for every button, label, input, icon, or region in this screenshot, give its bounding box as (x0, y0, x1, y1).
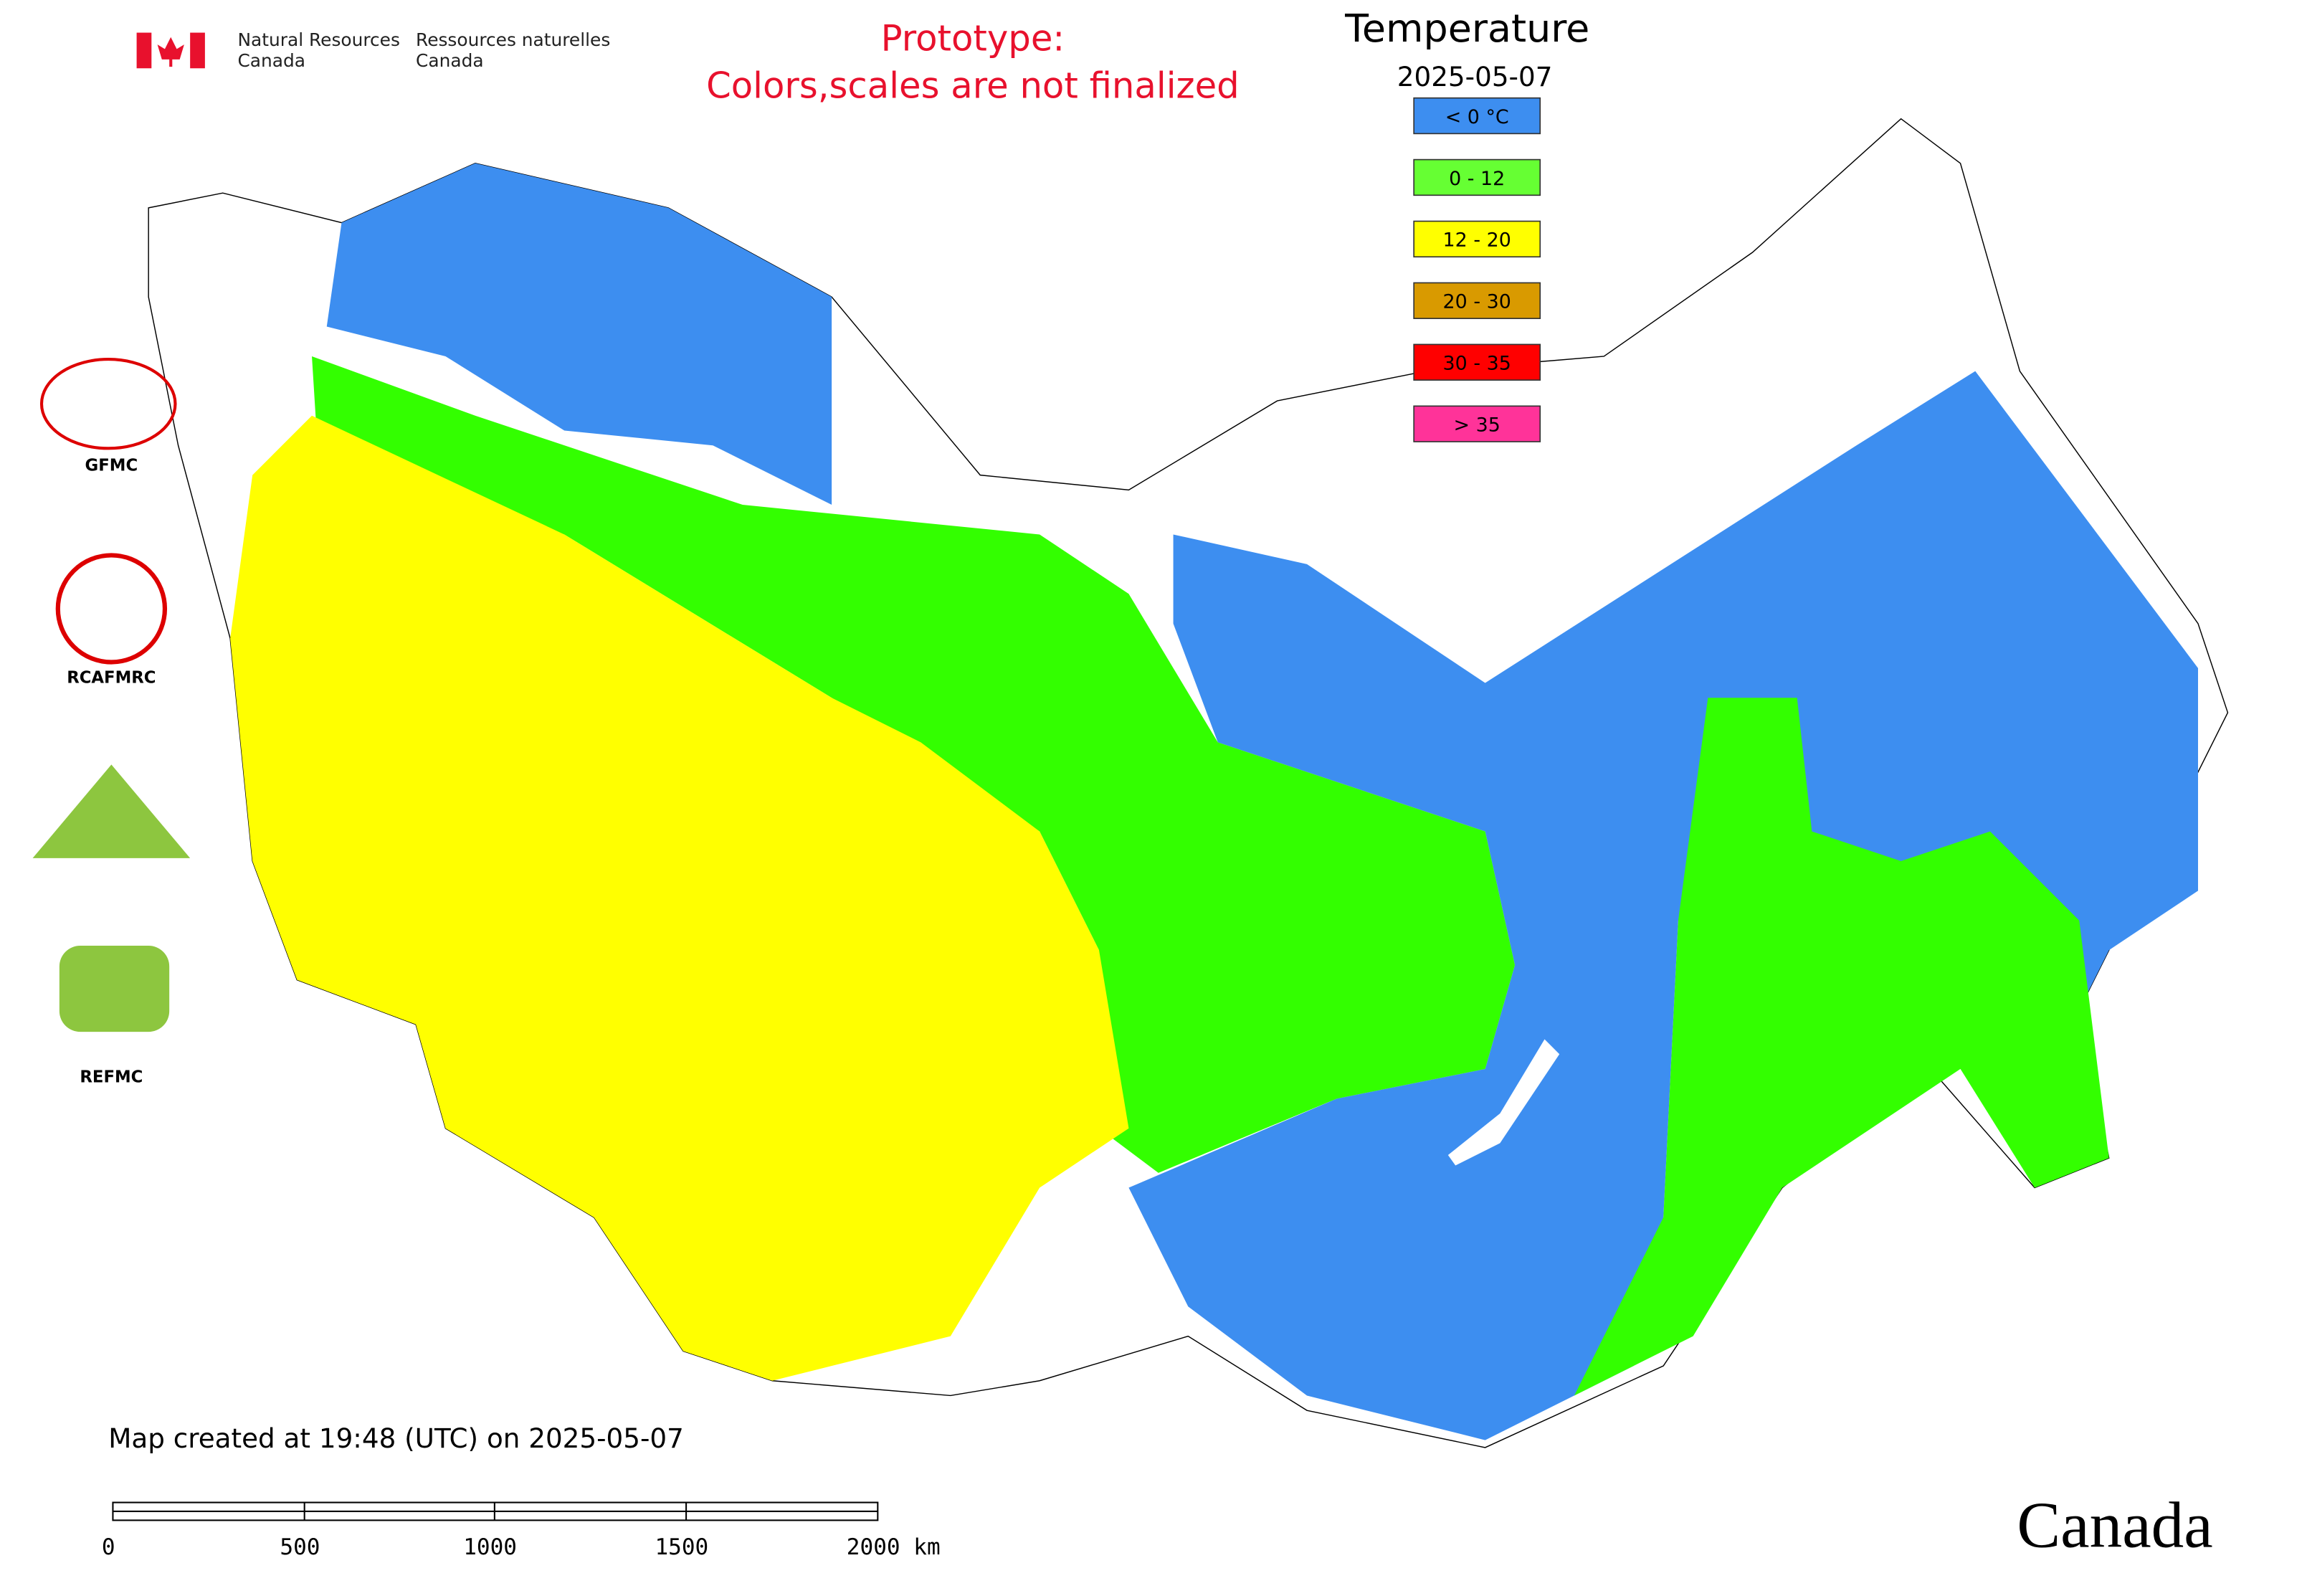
agency-fr: Canada (416, 50, 484, 71)
created-note: Map created at 19:48 (UTC) on 2025-05-07 (108, 1422, 684, 1454)
notice: Prototype: (881, 17, 1065, 59)
legend-label: 30 - 35 (1443, 353, 1511, 375)
agency-en: Canada (237, 50, 305, 71)
scale-label: 500 (280, 1534, 320, 1560)
scale-label: 0 (102, 1534, 115, 1560)
zone-below-zero (1128, 371, 2198, 1440)
lake-baikal (1447, 1039, 1560, 1166)
scale-bar (112, 1501, 879, 1521)
logo-rcafmrc (55, 553, 168, 665)
canada-wordmark: Canada (2017, 1489, 2212, 1562)
logo-refmc (59, 946, 170, 1032)
logo-label: GFMC (85, 456, 138, 475)
legend-swatch (1413, 97, 1541, 135)
zone-0-12 (1574, 698, 2109, 1396)
zone-12-20 (230, 415, 1129, 1381)
scale-label: 2000 km (847, 1534, 941, 1560)
scale-label: 1500 (655, 1534, 708, 1560)
legend-label: 12 - 20 (1443, 229, 1511, 252)
legend-swatch (1413, 343, 1541, 381)
temperature-zones (230, 163, 2198, 1440)
agency-en: Natural Resources (237, 29, 399, 50)
logo-label: RCAFMRC (67, 669, 156, 688)
logo-reefmc (32, 764, 191, 858)
legend-label: 20 - 30 (1443, 291, 1511, 313)
partner-logos (32, 358, 191, 1032)
flag-bar (136, 32, 152, 69)
legend: < 0 °C 0 - 12 12 - 20 20 - 30 30 - 35 > 35 (1413, 97, 1541, 442)
flag-bar (190, 32, 205, 69)
legend-swatch (1413, 405, 1541, 442)
legend-swatch (1413, 282, 1541, 319)
logo-gfmc (39, 358, 177, 450)
legend-swatch (1413, 220, 1541, 258)
legend-label: > 35 (1454, 414, 1500, 437)
zone-0-12 (312, 356, 1516, 1173)
scale-label: 1000 (463, 1534, 517, 1560)
legend-date: 2025-05-07 (1397, 61, 1553, 92)
legend-title: Temperature (1344, 6, 1589, 51)
agency-fr: Ressources naturelles (416, 29, 610, 50)
notice: Colors,scales are not finalized (706, 65, 1240, 107)
zone-below-zero (326, 163, 832, 505)
legend-label: < 0 °C (1445, 106, 1509, 128)
maple-leaf (157, 37, 184, 67)
header-logo (136, 32, 205, 69)
legend-swatch (1413, 158, 1541, 196)
logo-label: REFMC (80, 1068, 143, 1087)
legend-label: 0 - 12 (1449, 168, 1505, 190)
